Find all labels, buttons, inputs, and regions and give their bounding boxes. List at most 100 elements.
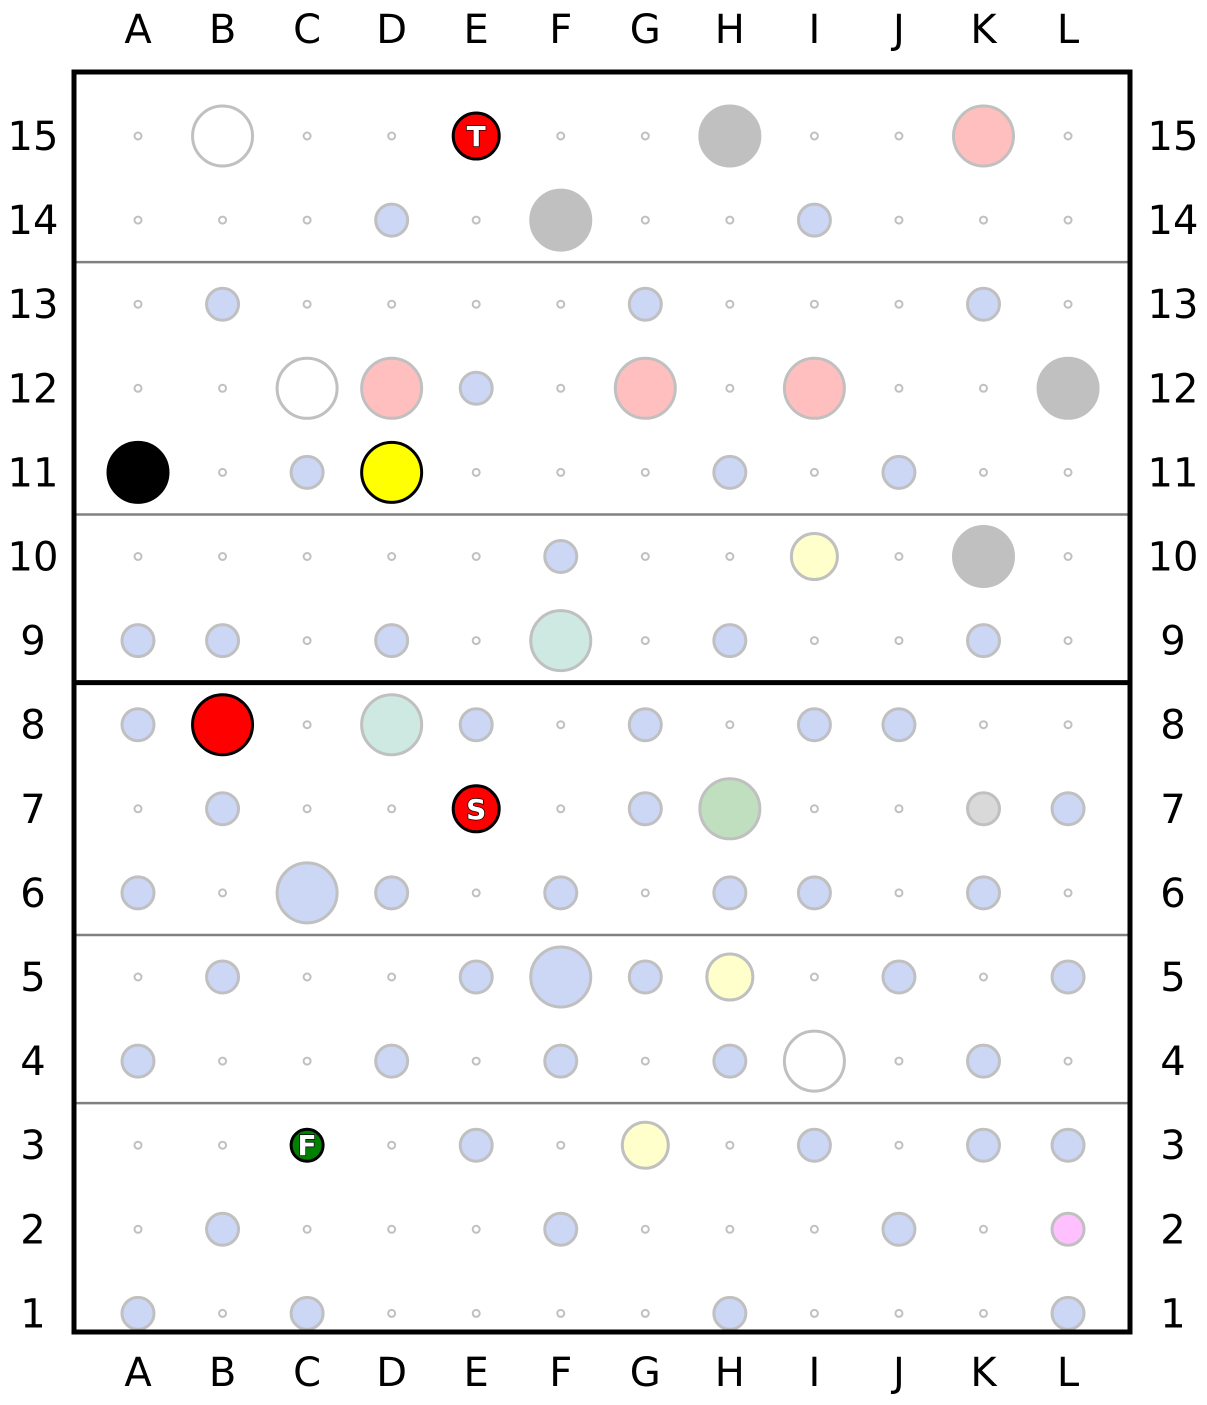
cell-dot-E11[interactable] (471, 467, 481, 477)
cell-dot-G4[interactable] (640, 1056, 650, 1066)
cell-dot-I13[interactable] (809, 299, 819, 309)
cell-dot-D1[interactable] (387, 1308, 397, 1318)
piece-A9[interactable] (120, 623, 156, 659)
cell-dot-H13[interactable] (725, 299, 735, 309)
cell-dot-A2[interactable] (133, 1224, 143, 1234)
cell-dot-F11[interactable] (556, 467, 566, 477)
cell-dot-K5[interactable] (979, 972, 988, 982)
cell-dot-D3[interactable] (387, 1140, 397, 1150)
piece-B9[interactable] (205, 623, 241, 659)
cell-dot-D15[interactable] (387, 131, 397, 141)
piece-H9[interactable] (712, 623, 748, 659)
piece-E8[interactable] (458, 707, 494, 743)
cell-dot-E2[interactable] (471, 1224, 481, 1234)
cell-dot-F1[interactable] (556, 1308, 566, 1318)
cell-dot-J12[interactable] (894, 383, 904, 393)
cell-dot-A14[interactable] (133, 215, 143, 225)
cell-dot-L8[interactable] (1063, 720, 1073, 730)
cell-dot-C4[interactable] (302, 1056, 312, 1066)
piece-D12[interactable] (360, 356, 424, 420)
piece-K4[interactable] (966, 1043, 1001, 1079)
cell-dot-A7[interactable] (133, 804, 143, 814)
cell-dot-J13[interactable] (894, 299, 904, 309)
piece-L2[interactable] (1050, 1211, 1086, 1247)
piece-F9[interactable] (529, 609, 593, 673)
piece-K6[interactable] (966, 875, 1001, 911)
piece-G12[interactable] (613, 356, 677, 420)
cell-dot-L6[interactable] (1063, 888, 1073, 898)
cell-dot-J3[interactable] (894, 1140, 904, 1150)
cell-dot-A3[interactable] (133, 1140, 143, 1150)
cell-dot-G14[interactable] (640, 215, 650, 225)
cell-dot-F12[interactable] (556, 383, 566, 393)
cell-dot-E9[interactable] (471, 636, 481, 646)
piece-C3[interactable]: F (289, 1127, 325, 1163)
piece-L1[interactable] (1050, 1295, 1086, 1331)
cell-dot-C7[interactable] (302, 804, 312, 814)
cell-dot-E4[interactable] (471, 1056, 481, 1066)
piece-I14[interactable] (796, 202, 832, 238)
piece-C6[interactable] (275, 861, 339, 925)
cell-dot-L4[interactable] (1063, 1056, 1073, 1066)
piece-F14[interactable] (529, 188, 593, 252)
piece-I8[interactable] (796, 707, 832, 743)
piece-C11[interactable] (289, 454, 325, 490)
cell-dot-H14[interactable] (725, 215, 735, 225)
cell-dot-L15[interactable] (1063, 131, 1073, 141)
piece-I6[interactable] (796, 875, 832, 911)
cell-dot-J1[interactable] (894, 1308, 904, 1318)
piece-E7[interactable]: S (451, 784, 501, 834)
cell-dot-L10[interactable] (1063, 552, 1073, 561)
piece-G7[interactable] (627, 791, 663, 827)
cell-dot-F3[interactable] (556, 1140, 566, 1150)
piece-J11[interactable] (881, 454, 917, 490)
cell-dot-B10[interactable] (218, 552, 228, 561)
piece-G8[interactable] (627, 707, 663, 743)
piece-L7[interactable] (1050, 791, 1086, 827)
cell-dot-E6[interactable] (471, 888, 481, 898)
cell-dot-D5[interactable] (387, 972, 397, 982)
cell-dot-I15[interactable] (809, 131, 819, 141)
cell-dot-I2[interactable] (809, 1224, 819, 1234)
piece-E15[interactable]: T (451, 111, 501, 161)
cell-dot-E10[interactable] (471, 552, 481, 561)
cell-dot-I5[interactable] (809, 972, 819, 982)
cell-dot-C8[interactable] (302, 720, 312, 730)
piece-G5[interactable] (627, 959, 663, 995)
cell-dot-I7[interactable] (809, 804, 819, 814)
cell-dot-G1[interactable] (640, 1308, 650, 1318)
cell-dot-A15[interactable] (133, 131, 143, 141)
piece-C1[interactable] (289, 1295, 325, 1331)
cell-dot-J9[interactable] (894, 636, 904, 646)
cell-dot-D2[interactable] (387, 1224, 397, 1234)
piece-F10[interactable] (543, 539, 579, 574)
cell-dot-H12[interactable] (725, 383, 735, 393)
cell-dot-D13[interactable] (387, 299, 397, 309)
piece-A1[interactable] (120, 1295, 156, 1331)
cell-dot-C15[interactable] (302, 131, 312, 141)
cell-dot-A10[interactable] (133, 552, 143, 561)
piece-F6[interactable] (543, 875, 579, 911)
cell-dot-K2[interactable] (979, 1224, 988, 1234)
cell-dot-F7[interactable] (556, 804, 566, 814)
piece-F2[interactable] (543, 1211, 579, 1247)
piece-H7[interactable] (698, 777, 762, 841)
piece-L5[interactable] (1050, 959, 1086, 995)
piece-D11[interactable] (360, 440, 424, 504)
cell-dot-C13[interactable] (302, 299, 312, 309)
piece-H6[interactable] (712, 875, 748, 911)
piece-K10[interactable] (952, 525, 1015, 588)
cell-dot-E1[interactable] (471, 1308, 481, 1318)
cell-dot-E13[interactable] (471, 299, 481, 309)
piece-K9[interactable] (966, 623, 1001, 659)
cell-dot-B14[interactable] (218, 215, 228, 225)
cell-dot-K1[interactable] (979, 1308, 988, 1318)
cell-dot-D10[interactable] (387, 552, 397, 561)
piece-J2[interactable] (881, 1211, 917, 1247)
cell-dot-D7[interactable] (387, 804, 397, 814)
piece-B7[interactable] (205, 791, 241, 827)
piece-I12[interactable] (782, 356, 846, 420)
piece-B5[interactable] (205, 959, 241, 995)
cell-dot-F13[interactable] (556, 299, 566, 309)
piece-C12[interactable] (275, 356, 339, 420)
